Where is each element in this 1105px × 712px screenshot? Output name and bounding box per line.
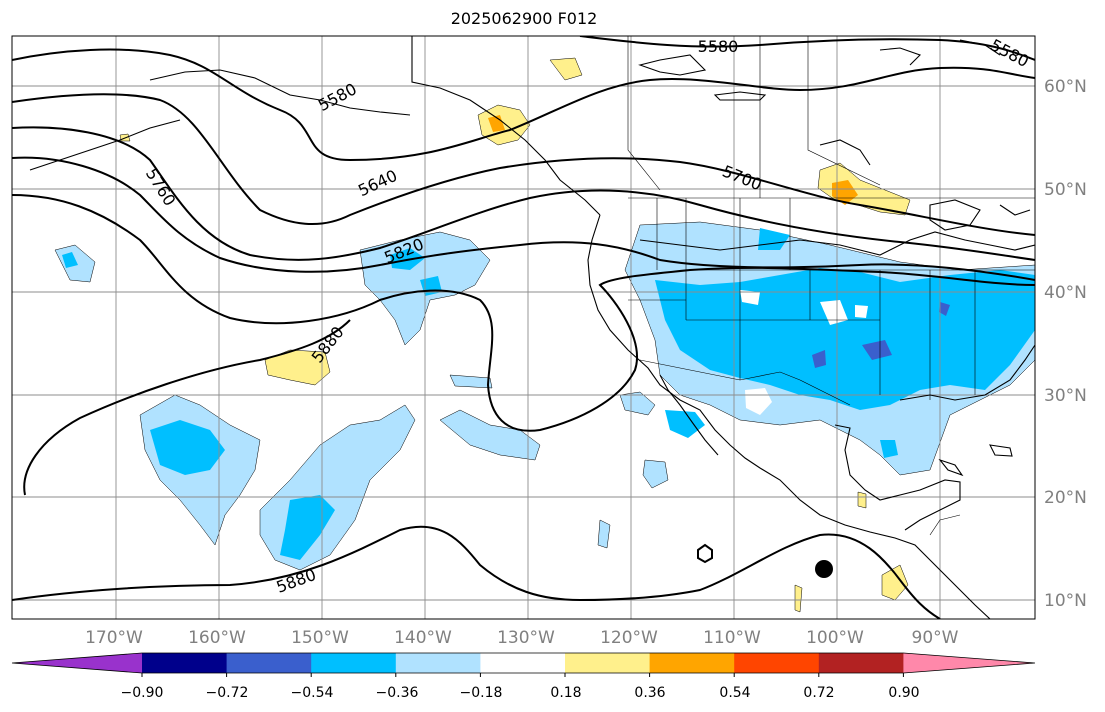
lon-label: 140°W xyxy=(394,628,452,648)
map-title: 2025062900 F012 xyxy=(450,9,598,28)
colorbar-segment xyxy=(311,653,397,673)
colorbar-tick-label: −0.18 xyxy=(460,685,503,701)
colorbar-segment xyxy=(226,653,312,673)
map-frame xyxy=(11,35,1036,620)
colorbar-tick-label: 0.90 xyxy=(888,685,919,701)
lon-label: 90°W xyxy=(912,628,959,648)
tropical-low-marker xyxy=(815,560,833,578)
colorbar-tick-label: −0.90 xyxy=(121,685,164,701)
graticule xyxy=(12,36,1035,619)
lat-label: 30°N xyxy=(1044,386,1087,406)
lon-label: 160°W xyxy=(188,628,246,648)
colorbar-tick-label: −0.36 xyxy=(376,685,419,701)
lon-label: 100°W xyxy=(806,628,864,648)
colorbar-segments xyxy=(11,652,1036,674)
colorbar-tick-label: 0.54 xyxy=(719,685,750,701)
longitude-labels: 170°W 160°W 150°W 140°W 130°W 120°W 110°… xyxy=(85,628,959,648)
lon-label: 150°W xyxy=(291,628,349,648)
colorbar-tick-label: −0.72 xyxy=(206,685,249,701)
lon-label: 170°W xyxy=(85,628,143,648)
lat-label: 40°N xyxy=(1044,283,1087,303)
colorbar-segment xyxy=(734,653,820,673)
shading-orange xyxy=(488,115,858,205)
colorbar-segment xyxy=(142,653,228,673)
colorbar-tick-label: 0.72 xyxy=(803,685,834,701)
colorbar-segment xyxy=(818,653,904,673)
map-panel: 5580 5580 5580 5640 5700 5760 5820 5880 … xyxy=(12,36,1035,619)
lat-label: 60°N xyxy=(1044,77,1087,97)
colorbar-tick-labels: −0.90 −0.72 −0.54 −0.36 −0.18 0.18 0.36 … xyxy=(121,685,920,701)
colorbar-tick-label: −0.54 xyxy=(291,685,334,701)
lat-label: 10°N xyxy=(1044,591,1087,611)
colorbar-segment xyxy=(395,653,481,673)
lon-label: 130°W xyxy=(497,628,555,648)
political-borders xyxy=(627,36,1035,536)
shading-dark-blue xyxy=(812,302,950,368)
latitude-labels: 60°N 50°N 40°N 30°N 20°N 10°N xyxy=(1044,77,1087,611)
colorbar-tick-label: 0.18 xyxy=(550,685,581,701)
colorbar-ticks xyxy=(141,673,904,677)
contour-label: 5580 xyxy=(698,37,739,56)
lon-label: 120°W xyxy=(600,628,658,648)
colorbar: −0.90 −0.72 −0.54 −0.36 −0.18 0.18 0.36 … xyxy=(11,652,1036,701)
lat-label: 50°N xyxy=(1044,180,1087,200)
colorbar-tick-label: 0.36 xyxy=(634,685,665,701)
colorbar-segment xyxy=(649,653,735,673)
lat-label: 20°N xyxy=(1044,488,1087,508)
colorbar-segment xyxy=(480,653,566,673)
colorbar-segment xyxy=(12,653,142,673)
colorbar-segment xyxy=(565,653,651,673)
colorbar-segment xyxy=(903,653,1035,673)
height-contours xyxy=(12,36,1035,619)
lon-label: 110°W xyxy=(703,628,761,648)
